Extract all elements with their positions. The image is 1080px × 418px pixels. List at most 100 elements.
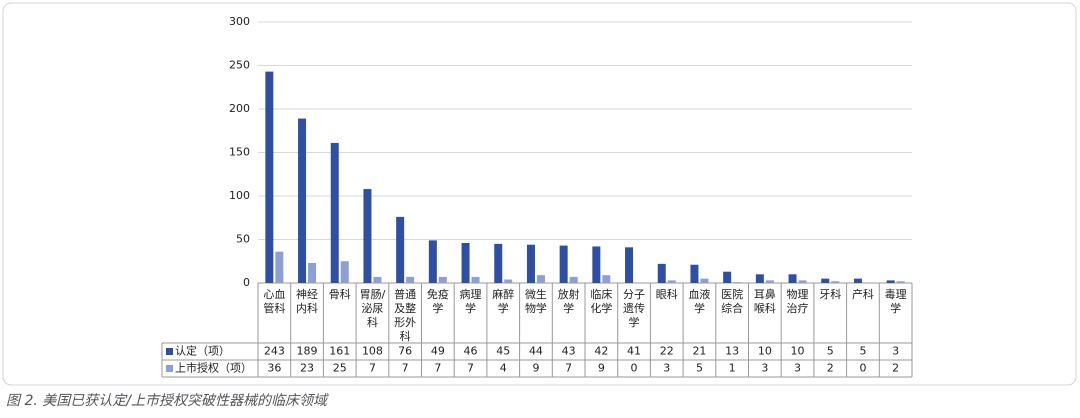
- table-value: 2: [827, 362, 834, 375]
- table-value: 7: [402, 362, 409, 375]
- legend-label: 上市授权（项）: [175, 361, 252, 375]
- bar: [265, 71, 274, 283]
- bar: [723, 271, 732, 283]
- y-tick-label: 0: [243, 276, 250, 289]
- table-value: 9: [532, 362, 539, 375]
- bar: [363, 189, 372, 283]
- bar: [526, 244, 535, 283]
- y-tick-label: 200: [229, 102, 250, 115]
- table-value: 9: [598, 362, 605, 375]
- bar: [396, 216, 405, 283]
- table-value: 41: [627, 345, 641, 358]
- bar: [733, 282, 742, 283]
- y-tick-label: 50: [236, 233, 250, 246]
- table-value: 4: [500, 362, 507, 375]
- table-value: 2: [892, 362, 899, 375]
- table-value: 43: [562, 345, 576, 358]
- table-value: 0: [859, 362, 866, 375]
- bar: [461, 242, 470, 283]
- table-value: 0: [631, 362, 638, 375]
- bar: [788, 274, 797, 283]
- table-value: 13: [725, 345, 739, 358]
- table-value: 3: [892, 345, 899, 358]
- table-value: 3: [794, 362, 801, 375]
- bar: [428, 240, 437, 283]
- legend-swatch: [166, 365, 173, 372]
- bar: [592, 246, 601, 283]
- bar: [821, 278, 830, 283]
- y-tick-label: 300: [229, 15, 250, 28]
- x-tick-label: 麻醉学: [492, 287, 514, 315]
- bar: [373, 276, 382, 283]
- x-tick-label: 眼科: [656, 287, 678, 301]
- y-tick-label: 100: [229, 189, 250, 202]
- table-value: 7: [565, 362, 572, 375]
- table-value: 10: [791, 345, 805, 358]
- x-tick-label: 普通及整形外科: [394, 287, 416, 343]
- bar: [798, 280, 807, 283]
- table-value: 46: [464, 345, 478, 358]
- x-tick-label: 产科: [852, 287, 874, 301]
- bar: [340, 261, 349, 283]
- x-tick-label: 胃肠/泌尿科: [360, 288, 386, 329]
- bar: [330, 142, 339, 283]
- table-value: 7: [369, 362, 376, 375]
- bar: [886, 280, 895, 283]
- bar: [625, 247, 634, 283]
- table-value: 189: [297, 345, 318, 358]
- table-value: 25: [333, 362, 347, 375]
- x-tick-label: 微生物学: [525, 287, 547, 315]
- y-tick-label: 150: [229, 146, 250, 159]
- bar: [494, 243, 503, 283]
- bar: [657, 263, 666, 283]
- x-tick-label: 病理学: [460, 287, 482, 315]
- bar: [765, 280, 774, 283]
- bar: [504, 279, 513, 283]
- bar: [667, 280, 676, 283]
- x-tick-label: 临床化学: [590, 287, 612, 315]
- bar: [275, 251, 284, 283]
- x-tick-label: 血液学: [688, 287, 710, 315]
- table-value: 42: [594, 345, 608, 358]
- y-tick-label: 250: [229, 59, 250, 72]
- table-value: 22: [660, 345, 674, 358]
- x-tick-label: 毒理学: [885, 288, 907, 315]
- x-tick-label: 耳鼻喉科: [754, 287, 776, 315]
- table-value: 23: [300, 362, 314, 375]
- bar: [602, 275, 611, 283]
- table-value: 44: [529, 345, 543, 358]
- bar: [471, 276, 480, 283]
- table-value: 161: [329, 345, 350, 358]
- table-value: 7: [434, 362, 441, 375]
- x-tick-label: 物理治疗: [787, 287, 809, 315]
- x-tick-label: 分子遗传学: [623, 288, 645, 329]
- x-tick-label: 牙科: [819, 287, 841, 301]
- table-value: 5: [827, 345, 834, 358]
- bar: [569, 276, 578, 283]
- bar: [438, 276, 447, 283]
- table-value: 3: [761, 362, 768, 375]
- bar: [690, 264, 699, 283]
- x-tick-label: 神经内科: [296, 287, 318, 315]
- table-value: 49: [431, 345, 445, 358]
- bar: [700, 278, 709, 283]
- table-value: 21: [692, 345, 706, 358]
- table-value: 108: [362, 345, 383, 358]
- table-value: 76: [398, 345, 412, 358]
- bar: [755, 274, 764, 283]
- bar: [896, 281, 905, 283]
- table-value: 5: [696, 362, 703, 375]
- table-value: 5: [859, 345, 866, 358]
- x-tick-label: 骨科: [329, 287, 351, 301]
- bar: [406, 276, 415, 283]
- table-value: 10: [758, 345, 772, 358]
- legend-label: 认定（项）: [175, 344, 230, 358]
- bar: [298, 118, 307, 283]
- table-value: 1: [729, 362, 736, 375]
- table-value: 36: [267, 362, 281, 375]
- bar: [536, 275, 545, 283]
- caption: 图 2. 美国已获认定/上市授权突破性器械的临床领域: [6, 393, 329, 409]
- table-value: 243: [264, 345, 285, 358]
- x-tick-label: 免疫学: [427, 287, 449, 315]
